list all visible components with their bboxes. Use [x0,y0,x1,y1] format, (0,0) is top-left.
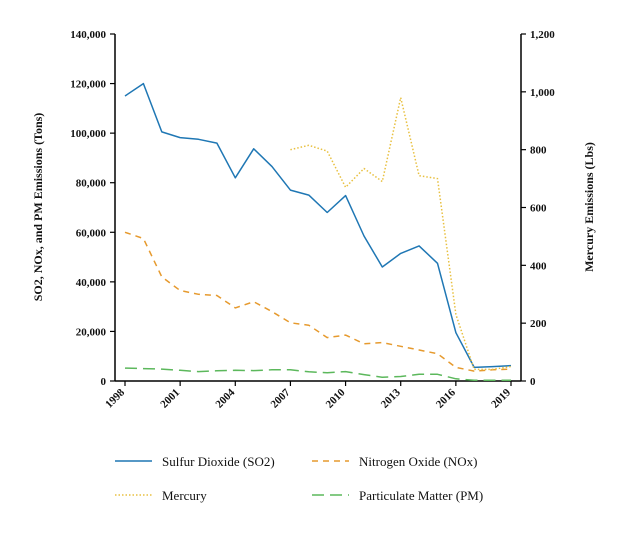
right-tick-label: 200 [530,318,547,330]
left-tick-label: 120,000 [70,79,106,91]
right-tick-label: 0 [530,376,536,388]
left-tick-label: 0 [101,376,107,388]
left-tick-label: 100,000 [70,128,106,140]
x-tick-label: 2004 [213,386,237,410]
legend: Sulfur Dioxide (SO2) Nitrogen Oxide (NOx… [115,454,483,503]
left-tick-label: 80,000 [76,178,107,190]
x-tick-label: 2016 [434,386,458,410]
legend-label-so2: Sulfur Dioxide (SO2) [162,454,275,469]
legend-item-pm: Particulate Matter (PM) [312,488,483,503]
right-tick-label: 1,000 [530,87,555,99]
right-tick-label: 1,200 [530,29,555,41]
left-tick-label: 140,000 [70,29,106,41]
right-tick-label: 400 [530,260,547,272]
x-tick-label: 1998 [103,386,127,410]
legend-item-so2: Sulfur Dioxide (SO2) [115,454,275,469]
series-line-pm [124,367,511,382]
x-tick-label: 2013 [379,386,403,410]
right-tick-label: 600 [530,203,547,215]
chart-series-layer [124,82,512,382]
x-tick-label: 2010 [324,386,348,410]
x-tick-label: 2007 [269,386,293,410]
legend-item-nox: Nitrogen Oxide (NOx) [312,454,477,469]
legend-label-nox: Nitrogen Oxide (NOx) [359,454,477,469]
left-tick-label: 60,000 [76,227,107,239]
left-axis-label: SO2, NOx, and PM Emissions (Tons) [31,113,45,302]
series-line-mercury [290,96,512,371]
legend-label-pm: Particulate Matter (PM) [359,488,483,503]
legend-item-mercury: Mercury [115,488,207,503]
series-line-so2 [124,82,512,369]
chart-axes [114,34,522,382]
left-tick-label: 40,000 [76,277,107,289]
series-line-nox [124,231,512,372]
right-tick-label: 800 [530,145,547,157]
x-tick-label: 2001 [158,387,182,411]
left-tick-label: 20,000 [76,326,107,338]
legend-label-mercury: Mercury [162,488,207,503]
chart-ticks-layer: 0 20,000 40,000 60,000 80,000 100,000 120,000 1… [70,29,555,411]
right-axis-label: Mercury Emissions (Lbs) [582,142,596,272]
x-tick-label: 2019 [489,386,513,410]
